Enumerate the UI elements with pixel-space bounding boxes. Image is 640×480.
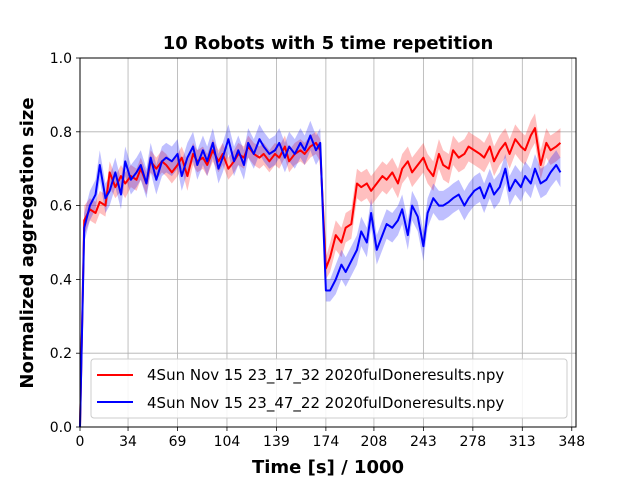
x-tick-label: 139 (263, 434, 290, 450)
y-tick-label: 0.6 (50, 199, 72, 215)
y-axis-label: Normalized aggregation size (17, 97, 38, 388)
y-tick-label: 0.8 (50, 125, 72, 141)
x-tick-label: 34 (119, 434, 137, 450)
x-tick-label: 104 (214, 434, 241, 450)
y-tick-label: 1.0 (50, 51, 72, 67)
series-line-2 (79, 134, 562, 428)
x-tick-label: 278 (459, 434, 486, 450)
legend-box (90, 358, 568, 419)
chart-title: 10 Robots with 5 time repetition (163, 33, 494, 54)
x-tick-label: 313 (509, 434, 536, 450)
y-tick-label: 0.2 (50, 346, 72, 362)
x-tick-label: 69 (169, 434, 187, 450)
legend-label-series-2: 4Sun Nov 15 23_47_22 2020fulDoneresults.… (147, 394, 504, 413)
y-axis-ticks: 0.0 0.2 0.4 0.6 0.8 1.0 (50, 51, 80, 436)
x-tick-label: 208 (361, 434, 388, 450)
y-tick-label: 0.0 (50, 420, 72, 436)
x-axis-ticks: 0 34 69 104 139 174 208 243 278 313 348 (76, 427, 585, 450)
plot-frame (79, 57, 577, 428)
x-tick-label: 174 (313, 434, 340, 450)
confidence-band-series-2 (80, 120, 561, 427)
x-tick-label: 348 (558, 434, 585, 450)
x-axis-label: Time [s] / 1000 (252, 457, 404, 478)
legend-label-series-1: 4Sun Nov 15 23_17_32 2020fulDoneresults.… (147, 366, 504, 385)
x-tick-label: 243 (410, 434, 437, 450)
y-tick-label: 0.4 (50, 272, 72, 288)
x-tick-label: 0 (76, 434, 85, 450)
series-lines (79, 127, 562, 428)
legend: 4Sun Nov 15 23_17_32 2020fulDoneresults.… (90, 358, 568, 419)
